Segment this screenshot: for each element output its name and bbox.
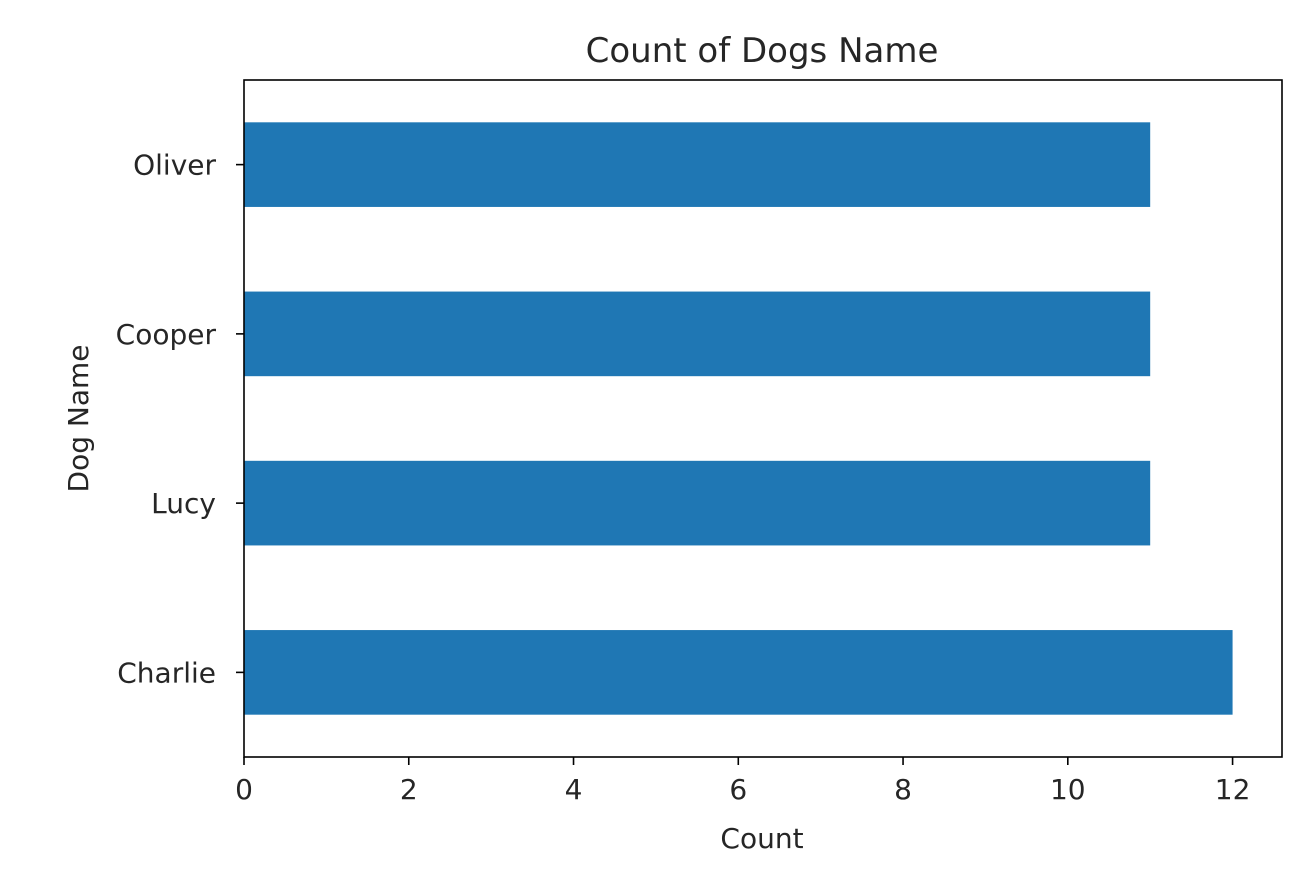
x-tick-label: 0 (235, 773, 253, 806)
bars-group (244, 122, 1233, 715)
x-tick-label: 10 (1050, 773, 1086, 806)
bar-oliver (244, 122, 1151, 207)
plot-area-frame (243, 79, 1283, 758)
bar-cooper (244, 291, 1151, 377)
x-axis-label: Count (720, 822, 803, 855)
chart-title: Count of Dogs Name (586, 31, 939, 71)
x-tick-label: 2 (400, 773, 418, 806)
bar-lucy (244, 460, 1151, 546)
x-axis-ticks: 0 2 4 6 8 10 12 (235, 757, 1250, 806)
y-tick-label: Charlie (117, 656, 216, 689)
x-tick-label: 8 (894, 773, 912, 806)
x-tick-label: 12 (1215, 773, 1251, 806)
y-tick-label: Lucy (151, 487, 216, 520)
y-tick-label: Oliver (133, 149, 216, 182)
x-tick-label: 6 (729, 773, 747, 806)
y-tick-label: Cooper (116, 318, 217, 351)
y-axis-ticks: Charlie Lucy Cooper Oliver (116, 149, 244, 689)
y-axis-label: Dog Name (62, 345, 95, 493)
bar-charlie (244, 630, 1233, 715)
x-tick-label: 4 (565, 773, 583, 806)
